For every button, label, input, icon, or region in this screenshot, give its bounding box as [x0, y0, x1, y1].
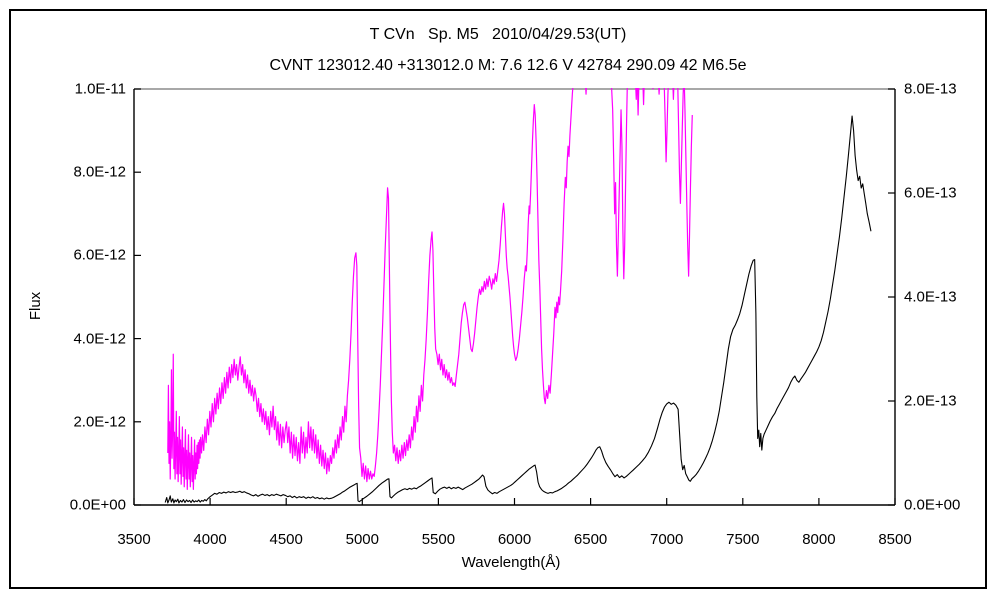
y-axis-label-flux: Flux	[27, 291, 44, 320]
y-left-tick-label: 0.0E+00	[70, 497, 126, 514]
y-right-tick-label: 4.0E-13	[904, 289, 957, 306]
y-left-tick-label: 6.0E-12	[73, 247, 126, 264]
y-right-tick-label: 6.0E-13	[904, 185, 957, 202]
chart-subtitle: CVNT 123012.40 +313012.0 M: 7.6 12.6 V 4…	[270, 57, 747, 74]
x-tick-label: 4500	[270, 531, 303, 548]
x-tick-label: 7500	[726, 531, 759, 548]
x-tick-label: 5500	[422, 531, 455, 548]
x-tick-label: 8500	[878, 531, 911, 548]
x-axis-label: Wavelength(Å)	[462, 554, 561, 571]
outer-border	[9, 9, 987, 589]
y-left-tick-label: 4.0E-12	[73, 331, 126, 348]
y-left-tick-label: 8.0E-12	[73, 164, 126, 181]
y-right-tick-label: 2.0E-13	[904, 393, 957, 410]
x-tick-label: 3500	[117, 531, 150, 548]
x-tick-label: 6000	[498, 531, 531, 548]
y-right-tick-label: 0.0E+00	[904, 497, 960, 514]
x-tick-label: 6500	[574, 531, 607, 548]
y-left-tick-label: 2.0E-12	[73, 414, 126, 431]
magenta-spectrum-line	[167, 88, 693, 490]
axis-tick-marks	[133, 88, 896, 506]
y-right-tick-label: 8.0E-13	[904, 81, 957, 98]
chart-title: T CVn Sp. M5 2010/04/29.53(UT)	[370, 26, 627, 43]
y-left-tick-label: 1.0E-11	[75, 81, 126, 98]
black-spectrum-line	[164, 115, 872, 504]
x-tick-label: 5000	[346, 531, 379, 548]
x-tick-label: 7000	[650, 531, 683, 548]
x-tick-label: 8000	[802, 531, 835, 548]
x-tick-label: 4000	[193, 531, 226, 548]
